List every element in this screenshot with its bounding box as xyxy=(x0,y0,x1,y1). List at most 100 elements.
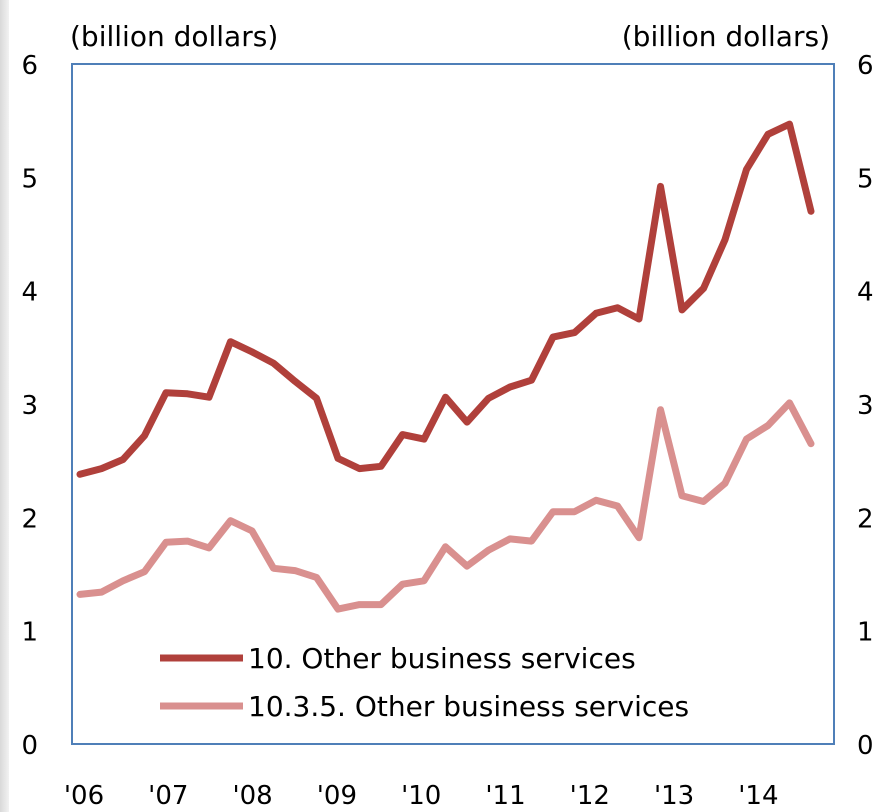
right-y-tick-label: 5 xyxy=(857,164,874,194)
series-1-point xyxy=(270,360,277,367)
right-y-tick-label: 6 xyxy=(857,51,874,81)
legend-label-series-1: 10. Other business services xyxy=(248,642,636,675)
series-1-point xyxy=(571,329,578,336)
series-2-point xyxy=(657,406,664,413)
right-y-tick-label: 2 xyxy=(857,504,874,534)
series-1-point xyxy=(421,436,427,443)
series-1-point xyxy=(378,463,384,470)
x-tick-label: '12 xyxy=(570,781,610,811)
series-2-point xyxy=(399,581,406,588)
series-2-point xyxy=(227,517,234,524)
series-2-point xyxy=(120,577,126,584)
series-1-point xyxy=(550,334,556,341)
right-y-tick-label: 0 xyxy=(857,731,874,761)
series-1-point xyxy=(442,394,449,401)
series-1-point xyxy=(485,395,492,402)
series-1-point xyxy=(593,310,599,317)
series-1-point xyxy=(528,377,535,384)
left-y-tick-label: 1 xyxy=(21,618,38,648)
series-1-point xyxy=(614,304,621,311)
left-edge-stripe xyxy=(0,0,9,812)
left-axis-unit-label: (billion dollars) xyxy=(70,20,278,53)
series-2-point xyxy=(442,543,449,550)
series-1-point xyxy=(743,166,750,173)
series-1-point xyxy=(163,389,169,396)
series-2-point xyxy=(593,497,599,504)
series-2-point xyxy=(464,563,470,570)
series-1-point xyxy=(227,338,234,345)
series-2-point xyxy=(98,589,105,596)
series-1-point xyxy=(141,432,148,439)
series-2-point xyxy=(249,527,255,534)
series-line-1 xyxy=(76,120,815,478)
series-2-point xyxy=(765,422,771,429)
series-2-point xyxy=(485,547,492,554)
right-axis-unit-label: (billion dollars) xyxy=(622,20,830,53)
legend: 10. Other business services 10.3.5. Othe… xyxy=(160,642,689,723)
series-line-2 xyxy=(76,399,815,613)
series-2-point xyxy=(77,591,83,598)
x-tick-label: '10 xyxy=(401,781,441,811)
series-2-point xyxy=(356,601,363,608)
series-2-point xyxy=(679,492,685,499)
series-2-point xyxy=(335,606,341,613)
series-1-point xyxy=(292,378,298,385)
series-1-point xyxy=(206,394,212,401)
series-2-point xyxy=(700,498,707,505)
series-2-point xyxy=(808,440,814,447)
series-1-point xyxy=(657,183,664,190)
series-1-point xyxy=(356,465,363,472)
series-2-point xyxy=(722,480,728,487)
series-1-point xyxy=(808,208,814,215)
series-1-point xyxy=(700,285,707,292)
series-1-point xyxy=(313,395,320,402)
right-y-tick-label: 4 xyxy=(857,278,874,308)
left-y-tick-label: 6 xyxy=(21,51,38,81)
left-y-tick-label: 3 xyxy=(21,391,38,421)
series-2-point xyxy=(571,508,578,515)
series-1-point xyxy=(335,455,341,462)
series-2-point xyxy=(636,534,642,541)
x-tick-label: '08 xyxy=(232,781,272,811)
series-1-point xyxy=(399,431,406,438)
series-1-point xyxy=(722,236,728,243)
series-2-point xyxy=(292,567,298,574)
left-y-tick-label: 5 xyxy=(21,164,38,194)
series-1-point xyxy=(507,384,513,390)
series-1-point xyxy=(77,471,83,478)
series-lines xyxy=(76,120,815,613)
x-tick-label: '07 xyxy=(148,781,188,811)
x-tick-label: '11 xyxy=(485,781,525,811)
series-2-point xyxy=(378,601,384,608)
series-1-point xyxy=(765,131,771,138)
series-1-point xyxy=(464,419,470,426)
series-1-point xyxy=(184,390,191,397)
series-1-point xyxy=(679,306,685,313)
x-tick-label: '13 xyxy=(654,781,694,811)
series-2-point xyxy=(550,508,556,515)
series-2-point xyxy=(786,399,793,406)
series-2-point xyxy=(163,539,169,546)
left-y-tick-label: 4 xyxy=(21,278,38,308)
legend-label-series-2: 10.3.5. Other business services xyxy=(248,690,689,723)
series-2-point xyxy=(141,568,148,575)
x-axis-ticks: '06 '07 '08 '09 '10 '11 '12 '13 '14 xyxy=(64,781,779,811)
series-2-point xyxy=(313,574,320,581)
series-2-point xyxy=(614,503,621,509)
series-1-point xyxy=(98,465,105,472)
series-2-point xyxy=(743,436,750,443)
series-1-point xyxy=(120,456,126,463)
left-y-tick-label: 0 xyxy=(21,731,38,761)
series-2-point xyxy=(528,538,535,545)
x-tick-label: '06 xyxy=(64,781,104,811)
left-axis-ticks: 0 1 2 3 4 5 6 xyxy=(21,51,38,761)
plot-area-frame xyxy=(71,63,835,745)
right-y-tick-label: 1 xyxy=(857,618,874,648)
right-y-tick-label: 3 xyxy=(857,391,874,421)
series-2-point xyxy=(184,538,191,545)
left-y-tick-label: 2 xyxy=(21,504,38,534)
x-tick-label: '14 xyxy=(738,781,778,811)
series-2-point xyxy=(270,565,277,572)
series-2-point xyxy=(507,535,513,542)
series-1-point xyxy=(786,121,793,128)
